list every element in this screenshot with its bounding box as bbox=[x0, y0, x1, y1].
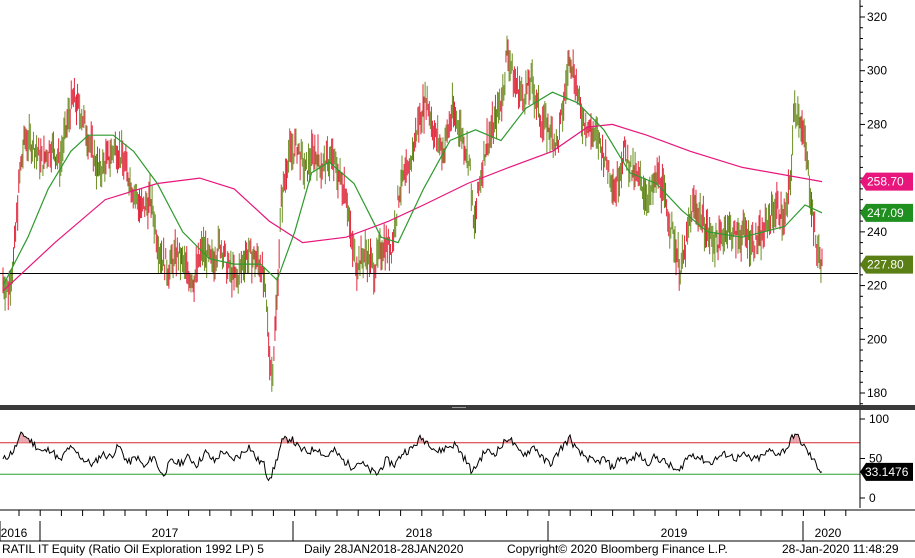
price-panel bbox=[0, 0, 860, 406]
price-tick-label: 300 bbox=[867, 64, 887, 78]
price-tick-label: 280 bbox=[867, 117, 887, 131]
price-y-axis: 180200220240260280300320258.70247.09227.… bbox=[0, 0, 915, 410]
price-tick-label: 180 bbox=[867, 386, 887, 400]
footer-ticker: RATIL IT Equity (Ratio Oil Exploration 1… bbox=[2, 542, 264, 556]
x-tick-label: 2017 bbox=[152, 526, 179, 540]
x-axis: 2016 2017 2018 2019 2020 bbox=[0, 509, 915, 542]
rsi-tick-label: 100 bbox=[869, 412, 889, 426]
price-tick-label: 200 bbox=[867, 332, 887, 346]
rsi-tick-label: 0 bbox=[869, 491, 876, 505]
x-tick-label: 2016 bbox=[1, 526, 28, 540]
rsi-last-value-tag: 33.1476 bbox=[860, 462, 913, 481]
last-value-tag-bg bbox=[860, 203, 913, 222]
last-value-tag-bg bbox=[860, 255, 913, 274]
price-tick-label: 320 bbox=[867, 10, 887, 24]
last-value-tag: 247.09 bbox=[860, 203, 913, 222]
last-value-tag-bg bbox=[860, 172, 913, 191]
last-value-tag: 227.80 bbox=[860, 255, 913, 274]
moving-average-long bbox=[2, 123, 823, 292]
last-value-tag-label: 227.80 bbox=[867, 258, 904, 272]
price-tick-label: 220 bbox=[867, 279, 887, 293]
x-tick-label: 2020 bbox=[815, 526, 842, 540]
footer-copyright: Copyright© 2020 Bloomberg Finance L.P. bbox=[507, 542, 728, 556]
rsi-line bbox=[2, 431, 823, 482]
x-tick-label: 2018 bbox=[406, 526, 433, 540]
rsi-last-value-bg bbox=[860, 462, 913, 481]
rsi-tick-label: 50 bbox=[869, 452, 883, 466]
rsi-panel: 0 50 100 33.1476 bbox=[0, 410, 913, 508]
price-tick-label: 240 bbox=[867, 225, 887, 239]
moving-average-short bbox=[2, 91, 823, 286]
last-value-tag-label: 247.09 bbox=[867, 206, 904, 220]
x-tick-label: 2019 bbox=[661, 526, 688, 540]
footer-period: Daily 28JAN2018-28JAN2020 bbox=[304, 542, 464, 556]
price-plot-area bbox=[0, 0, 860, 406]
last-value-tag-label: 258.70 bbox=[867, 175, 904, 189]
footer-timestamp: 28-Jan-2020 11:48:29 bbox=[782, 542, 899, 556]
footer-bar: RATIL IT Equity (Ratio Oil Exploration 1… bbox=[2, 542, 899, 556]
last-value-tag: 258.70 bbox=[860, 172, 913, 191]
price-series-group bbox=[0, 35, 858, 392]
rsi-last-value-label: 33.1476 bbox=[865, 465, 909, 479]
